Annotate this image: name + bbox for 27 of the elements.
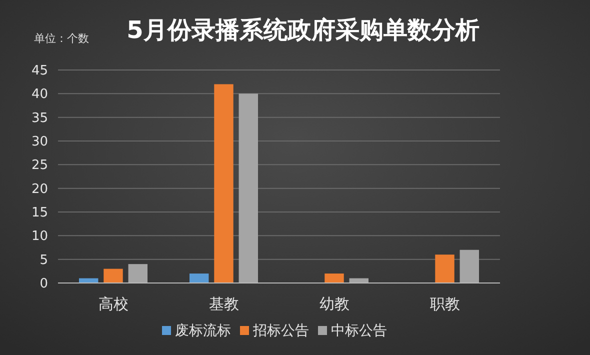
y-tick-label: 20: [31, 182, 48, 197]
bar: [460, 250, 480, 283]
legend-label: 废标流标: [175, 323, 231, 339]
y-tick-label: 25: [31, 158, 48, 174]
bar: [128, 264, 148, 283]
bar: [324, 274, 344, 283]
y-axis-title: 单位：个数: [34, 32, 89, 45]
chart-title: 5月份录播系统政府采购单数分析: [126, 16, 480, 44]
y-tick-label: 40: [31, 87, 48, 102]
y-tick-label: 45: [31, 64, 48, 79]
bar: [238, 94, 258, 283]
y-tick-label: 0: [40, 276, 48, 292]
y-tick-label: 30: [31, 134, 48, 150]
y-tick-label: 15: [31, 206, 48, 221]
bar: [214, 84, 234, 283]
bar: [189, 274, 209, 283]
x-tick-label: 基教: [208, 295, 239, 313]
legend-label: 中标公告: [331, 323, 387, 339]
y-tick-label: 35: [31, 110, 48, 126]
x-tick-label: 职教: [430, 295, 460, 313]
bar: [104, 268, 123, 283]
y-tick-label: 10: [31, 229, 48, 244]
x-tick-label: 幼教: [319, 295, 350, 313]
legend-label: 招标公告: [252, 323, 309, 339]
bar: [435, 254, 454, 283]
x-tick-label: 高校: [98, 295, 128, 313]
y-tick-label: 5: [40, 252, 48, 268]
